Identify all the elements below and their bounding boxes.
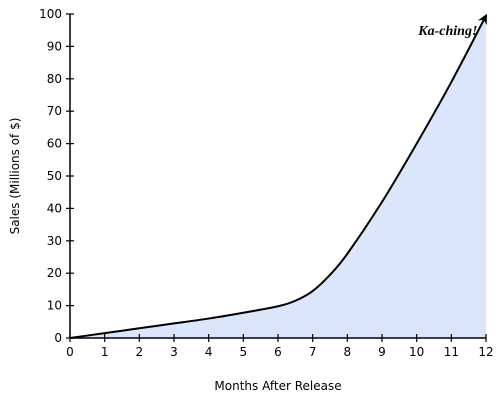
- x-tick-label: 0: [66, 345, 74, 359]
- label-layer: Months After Release Sales (Millions of …: [8, 24, 477, 393]
- y-tick-label: 100: [39, 7, 62, 21]
- x-tick-label: 1: [101, 345, 109, 359]
- y-tick-label: 60: [47, 137, 62, 151]
- x-tick-label: 10: [409, 345, 424, 359]
- y-tick-label: 20: [47, 266, 62, 280]
- x-tick-label: 12: [478, 345, 493, 359]
- x-axis-title: Months After Release: [214, 379, 341, 393]
- y-tick-label: 10: [47, 299, 62, 313]
- sales-line: [69, 13, 487, 339]
- area-layer: [70, 15, 486, 339]
- x-tick-label: 11: [444, 345, 459, 359]
- annotation-ka-ching: Ka-ching!: [417, 24, 477, 39]
- y-tick-label: 80: [47, 72, 62, 86]
- x-tick-label: 9: [378, 345, 386, 359]
- y-tick-label: 70: [47, 104, 62, 118]
- y-tick-label: 0: [54, 331, 62, 345]
- x-tick-label: 4: [205, 345, 213, 359]
- x-tick-label: 8: [344, 345, 352, 359]
- y-tick-label: 40: [47, 201, 62, 215]
- x-tick-label: 6: [274, 345, 282, 359]
- line-layer: [69, 13, 487, 339]
- y-axis-title: Sales (Millions of $): [8, 118, 22, 235]
- y-tick-label: 90: [47, 39, 62, 53]
- y-tick-label: 30: [47, 234, 62, 248]
- x-tick-label: 7: [309, 345, 317, 359]
- x-tick-label: 2: [136, 345, 144, 359]
- x-tick-label: 3: [170, 345, 178, 359]
- y-tick-label: 50: [47, 169, 62, 183]
- sales-area-fill: [70, 15, 486, 339]
- x-tick-label: 5: [240, 345, 248, 359]
